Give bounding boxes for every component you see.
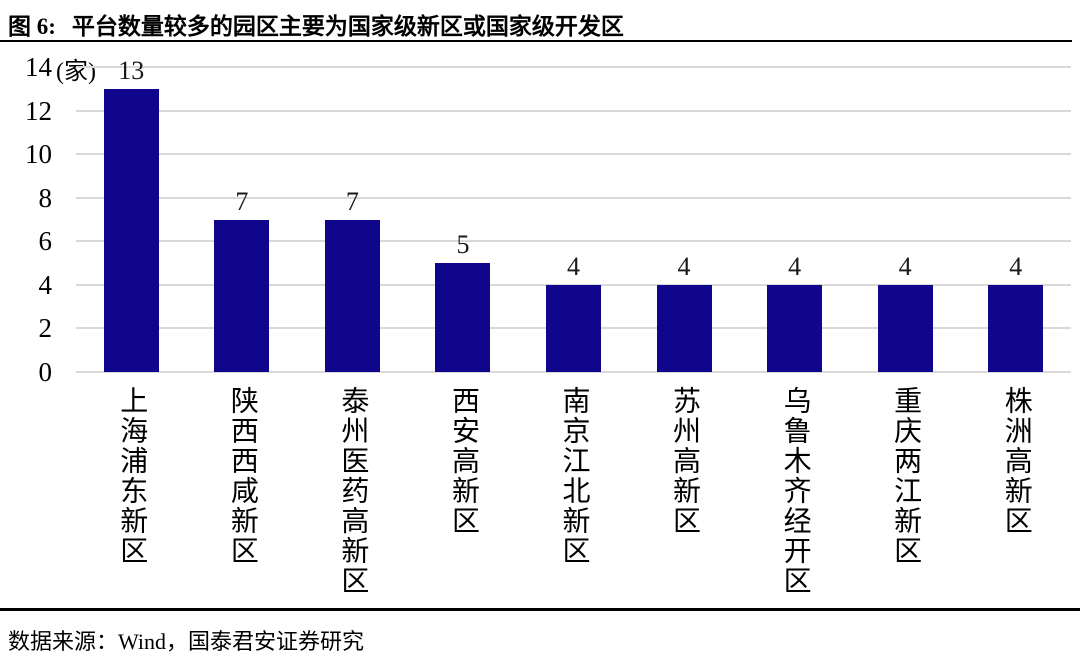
bar-value-label: 4	[1009, 251, 1023, 281]
source-note: 数据来源：Wind，国泰君安证券研究	[8, 629, 364, 654]
x-axis-category-label: 陕西西咸新区	[226, 386, 258, 566]
bar-value-label: 5	[456, 230, 470, 260]
y-axis-tick-label: 0	[38, 357, 53, 387]
bar	[103, 88, 159, 372]
gridline	[76, 371, 1071, 373]
gridline	[76, 66, 1071, 68]
bar-value-label: 4	[677, 251, 691, 281]
bar-value-label: 4	[898, 251, 912, 281]
bar-value-label: 4	[567, 251, 580, 281]
bar-value-label: 7	[345, 186, 359, 216]
y-axis-tick-label: 4	[38, 269, 53, 300]
gridline	[76, 153, 1071, 156]
x-axis-category-label: 上海浦东新区	[116, 386, 148, 566]
x-axis-category-label: 株洲高新区	[1000, 386, 1032, 536]
bar-value-label: 4	[788, 251, 802, 281]
x-axis-category-label: 西安高新区	[447, 386, 479, 536]
footer-divider	[0, 608, 1080, 611]
bar	[877, 284, 933, 372]
bar	[656, 284, 712, 372]
x-axis-category-label: 南京江北新区	[558, 386, 590, 566]
bar-value-label: 7	[235, 186, 249, 216]
x-axis-category-label: 苏州高新区	[669, 386, 701, 536]
bar	[435, 263, 491, 372]
bar-chart: (家) 0 2 4 6 8 10 12 14 13 上海浦东新区 7 陕西西咸新区 7 泰州医药高新区 5 西…	[25, 52, 1071, 596]
y-axis-tick-label: 2	[38, 313, 53, 344]
y-axis-unit-label: (家)	[56, 59, 96, 85]
figure-number: 图 6:	[8, 14, 56, 39]
x-axis-category-label: 重庆两江新区	[890, 386, 922, 566]
gridline	[76, 240, 1071, 243]
bar-value-label: 13	[118, 55, 145, 85]
figure-title: 图 6: 平台数量较多的园区主要为国家级新区或国家级开发区	[8, 7, 624, 41]
bar	[324, 219, 380, 372]
y-axis-tick-label: 14	[25, 52, 52, 82]
x-axis-category-label: 乌鲁木齐经开区	[779, 386, 811, 596]
x-axis-category-label: 泰州医药高新区	[337, 386, 369, 596]
y-axis-tick-label: 12	[25, 95, 52, 126]
figure-title-text: 平台数量较多的园区主要为国家级新区或国家级开发区	[71, 14, 624, 39]
bar	[988, 284, 1044, 372]
y-axis-tick-label: 8	[38, 182, 53, 213]
gridline	[76, 196, 1071, 199]
y-axis-tick-label: 6	[38, 226, 53, 257]
gridline	[76, 109, 1071, 112]
bar	[214, 219, 270, 372]
bar	[767, 284, 823, 372]
bar	[546, 284, 601, 372]
y-axis-tick-label: 10	[25, 139, 52, 170]
title-divider	[0, 40, 1072, 42]
